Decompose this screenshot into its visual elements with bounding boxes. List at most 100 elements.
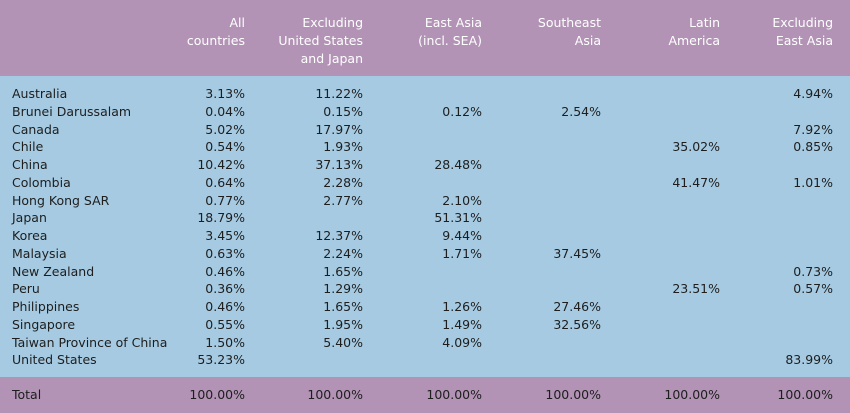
cell-latam xyxy=(610,298,720,316)
cell-all: 18.79% xyxy=(197,210,245,226)
row-label: Taiwan Province of China xyxy=(12,334,168,350)
cell-ex_east_asia: 0.85% xyxy=(793,139,833,155)
cell-se_asia: 32.56% xyxy=(553,316,601,332)
cell-east_asia xyxy=(372,85,482,103)
total-label: Total xyxy=(12,387,42,402)
cell-ex_us_jp: 17.97% xyxy=(315,121,363,137)
cell-se_asia xyxy=(491,209,601,227)
cell-east_asia: 1.71% xyxy=(442,245,482,261)
cell-se_asia xyxy=(491,121,601,139)
cell-east_asia: 1.26% xyxy=(442,299,482,314)
cell-se_asia xyxy=(491,156,601,174)
cell-ex_east_asia xyxy=(723,103,833,121)
cell-se_asia: 2.54% xyxy=(561,103,601,119)
cell-ex_east_asia: 83.99% xyxy=(785,352,833,368)
total-ex_us_jp: 100.00% xyxy=(307,387,363,402)
table-body: Australia 3.13% 11.22% 4.94% Brunei Darussal… xyxy=(0,76,850,377)
row-label: Australia xyxy=(12,86,68,101)
cell-ex_us_jp: 11.22% xyxy=(315,86,363,101)
cell-ex_us_jp: 5.40% xyxy=(323,334,363,350)
cell-all: 10.42% xyxy=(197,157,245,172)
cell-east_asia xyxy=(372,138,482,156)
cell-latam xyxy=(610,245,720,263)
total-se_asia: 100.00% xyxy=(545,387,601,402)
cell-all: 0.54% xyxy=(205,139,245,155)
cell-se_asia xyxy=(491,138,601,156)
cell-ex_east_asia: 4.94% xyxy=(793,86,833,101)
cell-east_asia: 28.48% xyxy=(434,157,482,172)
column-header-ex_east_asia: Excluding East Asia xyxy=(772,15,833,48)
cell-ex_us_jp: 0.15% xyxy=(323,103,363,119)
cell-all: 0.64% xyxy=(205,174,245,190)
cell-ex_us_jp: 1.65% xyxy=(323,299,363,314)
cell-east_asia xyxy=(372,174,482,192)
cell-east_asia: 51.31% xyxy=(434,210,482,226)
cell-latam xyxy=(610,334,720,352)
cell-latam xyxy=(610,103,720,121)
cell-latam xyxy=(610,192,720,210)
total-all: 100.00% xyxy=(189,387,245,402)
cell-all: 0.77% xyxy=(205,192,245,208)
cell-latam xyxy=(610,121,720,139)
cell-se_asia xyxy=(491,351,601,369)
cell-ex_us_jp: 12.37% xyxy=(315,228,363,243)
cell-all: 0.46% xyxy=(205,263,245,279)
cell-ex_east_asia: 7.92% xyxy=(793,121,833,137)
cell-east_asia: 1.49% xyxy=(442,316,482,332)
table-footer: Total 100.00% 100.00% 100.00% 100.00% 100.00%… xyxy=(0,377,850,413)
cell-ex_east_asia xyxy=(723,298,833,316)
row-label: Chile xyxy=(12,139,44,155)
cell-se_asia xyxy=(491,227,601,245)
cell-latam: 41.47% xyxy=(672,174,720,190)
cell-all: 0.55% xyxy=(205,316,245,332)
cell-ex_east_asia xyxy=(723,156,833,174)
column-header-latam: Latin America xyxy=(668,15,720,48)
cell-latam xyxy=(610,156,720,174)
cell-se_asia: 27.46% xyxy=(553,299,601,314)
cell-ex_east_asia xyxy=(723,316,833,334)
column-header-east_asia: East Asia (incl. SEA) xyxy=(418,15,482,48)
cell-latam xyxy=(610,209,720,227)
cell-se_asia xyxy=(491,280,601,298)
cell-all: 0.63% xyxy=(205,245,245,261)
row-label: Peru xyxy=(12,281,40,297)
cell-latam xyxy=(610,85,720,103)
cell-ex_east_asia xyxy=(723,245,833,263)
cell-all: 0.04% xyxy=(205,103,245,119)
row-label: Korea xyxy=(12,228,48,243)
row-label: Canada xyxy=(12,121,60,137)
cell-east_asia xyxy=(372,121,482,139)
cell-latam xyxy=(610,351,720,369)
cell-all: 3.45% xyxy=(205,228,245,243)
row-label: Brunei Darussalam xyxy=(12,103,132,119)
cell-ex_east_asia: 0.57% xyxy=(793,281,833,297)
cell-ex_us_jp: 1.65% xyxy=(323,263,363,279)
cell-ex_us_jp: 1.93% xyxy=(323,139,363,155)
cell-ex_east_asia xyxy=(723,334,833,352)
cell-se_asia xyxy=(491,85,601,103)
cell-ex_us_jp: 2.24% xyxy=(323,245,363,261)
row-label: Colombia xyxy=(12,174,71,190)
total-ex_east_asia: 100.00% xyxy=(777,387,833,402)
cell-ex_us_jp: 1.29% xyxy=(323,281,363,297)
column-header-all: All countries xyxy=(186,15,245,48)
cell-ex_us_jp: 1.95% xyxy=(323,316,363,332)
row-label: Philippines xyxy=(12,299,80,314)
row-label: Singapore xyxy=(12,316,76,332)
row-label: Japan xyxy=(12,210,47,226)
cell-all: 5.02% xyxy=(205,121,245,137)
table-header: All countries Excluding United States and… xyxy=(0,0,850,76)
cell-ex_east_asia xyxy=(723,227,833,245)
cell-east_asia: 2.10% xyxy=(442,192,482,208)
cell-ex_east_asia: 0.73% xyxy=(793,263,833,279)
column-header-ex_us_jp: Excluding United States and Japan xyxy=(278,15,363,66)
row-label: Malaysia xyxy=(12,245,67,261)
total-east_asia: 100.00% xyxy=(426,387,482,402)
cell-latam xyxy=(610,227,720,245)
row-label: Hong Kong SAR xyxy=(12,192,110,208)
cell-all: 53.23% xyxy=(197,352,245,368)
cell-se_asia xyxy=(491,174,601,192)
row-label: New Zealand xyxy=(12,263,95,279)
cell-se_asia xyxy=(491,263,601,281)
